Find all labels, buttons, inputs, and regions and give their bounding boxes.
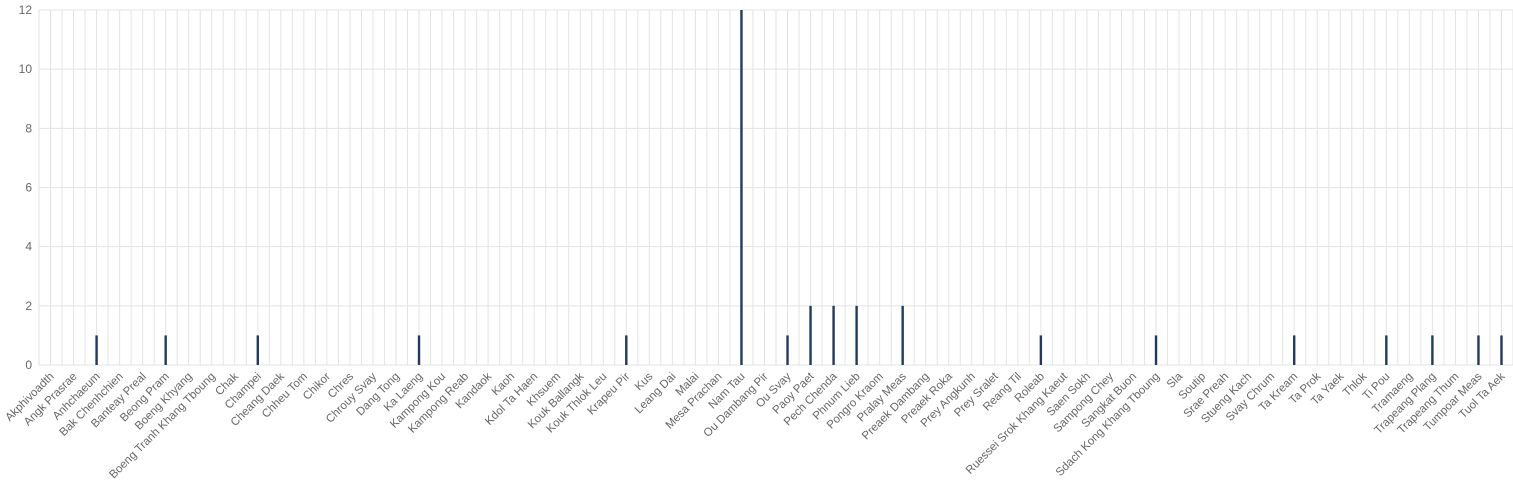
bar[interactable] bbox=[625, 335, 628, 365]
y-tick-label: 6 bbox=[25, 181, 32, 195]
bar[interactable] bbox=[164, 335, 167, 365]
bar-series bbox=[95, 10, 1503, 365]
bar[interactable] bbox=[417, 335, 421, 365]
y-tick-label: 0 bbox=[25, 358, 32, 372]
bar[interactable] bbox=[786, 335, 789, 365]
bar[interactable] bbox=[1154, 335, 1158, 365]
bar[interactable] bbox=[95, 335, 98, 365]
y-tick-label: 4 bbox=[25, 240, 32, 254]
bar[interactable] bbox=[1431, 335, 1434, 365]
bar[interactable] bbox=[1477, 335, 1480, 365]
bar[interactable] bbox=[809, 305, 812, 365]
y-tick-label: 10 bbox=[19, 62, 33, 76]
bar[interactable] bbox=[1500, 335, 1503, 365]
y-tick-label: 8 bbox=[25, 121, 32, 135]
bar[interactable] bbox=[832, 305, 835, 365]
bar[interactable] bbox=[740, 10, 743, 365]
bar[interactable] bbox=[256, 335, 259, 365]
bar[interactable] bbox=[1385, 335, 1388, 365]
bar[interactable] bbox=[1039, 335, 1043, 365]
y-tick-label: 2 bbox=[25, 299, 32, 313]
y-tick-label: 12 bbox=[19, 3, 33, 17]
bar[interactable] bbox=[855, 305, 858, 365]
chart-grid bbox=[38, 9, 1513, 366]
bar[interactable] bbox=[901, 305, 904, 365]
bar[interactable] bbox=[1293, 335, 1296, 365]
y-axis: 0 2 4 6 8 10 12 bbox=[19, 3, 33, 372]
